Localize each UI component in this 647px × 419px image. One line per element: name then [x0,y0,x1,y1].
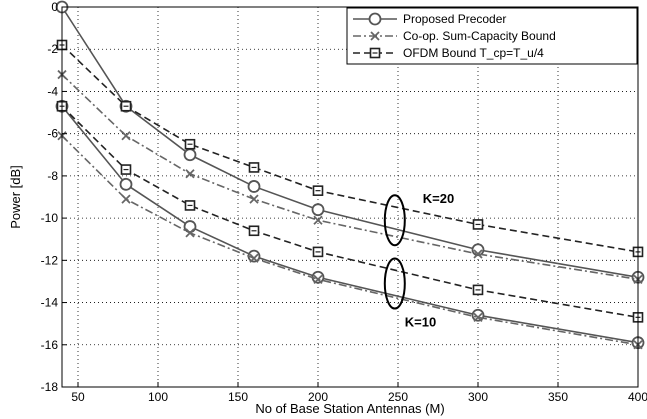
x-tick-label: 250 [388,390,408,404]
legend-entry-label: Co-op. Sum-Capacity Bound [403,29,556,43]
series-k20-square [56,39,644,258]
series-k10-x [57,131,643,350]
series-k10-square [56,100,644,323]
axis-ticks: 50 100 150 200 250 300 350 400 0 -2 -4 -6 -8 -10 -12 -1… [41,0,647,404]
plot-frame [61,6,639,388]
data-point-x [313,274,323,284]
y-tick-label: 0 [51,0,58,14]
x-tick-label: 150 [228,390,248,404]
legend-entry-label: Proposed Precoder [403,12,506,26]
data-point-circle [471,243,485,257]
y-tick-label: -18 [41,380,59,394]
data-point-circle [247,180,261,193]
group-ellipse [383,194,406,247]
data-point-x [249,253,259,263]
data-point-circle [183,220,197,233]
data-point-x [121,131,131,141]
y-tick-label: -4 [47,84,58,98]
data-point-x [473,249,483,259]
legend-entry-label: OFDM Bound T_cp=T_u/4 [403,46,544,60]
data-point-x [473,312,483,322]
x-tick-label: 200 [308,390,328,404]
legend: Proposed Precoder Co-op. Sum-Capacity Bou… [346,7,638,65]
series-line [61,135,639,346]
y-tick-label: -14 [41,296,59,310]
data-point-circle [183,148,197,162]
y-tick-label: -16 [41,338,59,352]
y-tick-label: -2 [47,42,58,56]
x-tick-label: 50 [71,390,85,404]
group-label: K=10 [405,315,436,330]
group-ellipse [383,257,406,310]
data-point-x [121,194,131,204]
y-tick-label: -10 [41,211,59,225]
data-point-x [313,215,323,225]
data-point-circle [119,177,133,191]
data-point-x [370,31,380,41]
legend-box [346,7,638,65]
series-k20-x [57,69,643,284]
series-k10-circle [55,99,645,350]
series-line [61,105,639,344]
group-label: K=20 [423,191,454,206]
x-tick-label: 300 [468,390,488,404]
data-point-x [185,228,195,238]
x-tick-label: 100 [148,390,168,404]
data-point-x [185,169,195,179]
series-line [61,73,639,281]
y-tick-label: -8 [47,169,58,183]
data-point-circle [311,203,325,217]
x-axis-label: No of Base Station Antennas (M) [255,401,444,416]
y-tick-label: -6 [47,127,58,141]
y-tick-label: -12 [41,253,59,267]
x-tick-label: 350 [548,390,568,404]
annotations: K=20 K=10 [383,191,454,330]
data-point-x [249,194,259,204]
x-tick-label: 400 [628,390,647,404]
y-axis-label: Power [dB] [8,165,23,229]
data-point-circle [471,308,485,322]
data-point-circle [368,12,382,26]
